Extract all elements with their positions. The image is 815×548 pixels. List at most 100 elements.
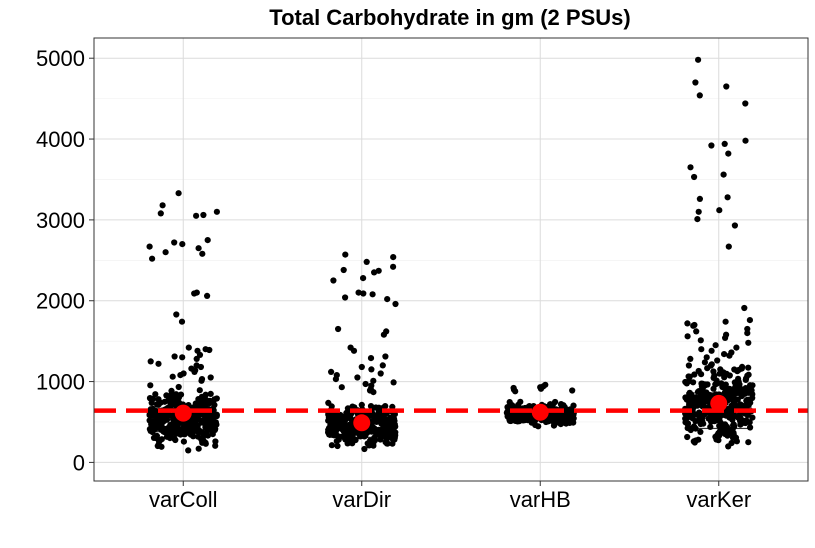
outlier-point-varDir <box>358 363 365 371</box>
data-point-varDir <box>332 419 339 426</box>
outlier-point-varColl <box>149 255 156 262</box>
y-tick-label: 4000 <box>36 127 85 152</box>
data-point-varKer <box>682 415 689 422</box>
outlier-point-varHB <box>569 387 576 394</box>
data-point-varColl <box>185 447 192 454</box>
data-point-varColl <box>210 419 217 426</box>
outlier-point-varKer <box>684 320 691 327</box>
data-point-varKer <box>712 381 719 388</box>
data-point-varKer <box>745 439 752 446</box>
data-point-varColl <box>170 399 177 407</box>
data-point-varDir <box>332 412 339 419</box>
outlier-point-varColl <box>200 211 207 219</box>
outlier-point-varKer <box>695 56 702 63</box>
data-point-varKer <box>744 411 751 419</box>
outlier-point-varColl <box>207 374 214 381</box>
outlier-point-varKer <box>733 344 740 351</box>
outlier-point-varColl <box>179 354 186 361</box>
data-point-varKer <box>729 412 736 419</box>
data-point-varKer <box>728 408 735 415</box>
data-point-varColl <box>177 431 184 438</box>
data-point-varColl <box>150 434 158 441</box>
outlier-point-varColl <box>193 212 200 219</box>
data-point-varColl <box>152 391 159 398</box>
data-point-varColl <box>185 424 192 431</box>
outlier-point-varKer <box>746 317 754 324</box>
outlier-point-varKer <box>708 347 715 354</box>
outlier-point-varDir <box>360 290 367 297</box>
outlier-point-varKer <box>687 355 694 362</box>
data-point-varColl <box>202 401 209 408</box>
data-point-varDir <box>378 420 385 427</box>
outlier-point-varDir <box>338 384 345 391</box>
data-point-varKer <box>686 400 694 407</box>
data-point-varDir <box>326 424 333 431</box>
outlier-point-varKer <box>697 337 704 344</box>
data-point-varKer <box>730 429 737 436</box>
outlier-point-varKer <box>694 216 701 223</box>
data-point-varColl <box>146 395 154 402</box>
data-point-varHB <box>550 422 558 429</box>
outlier-point-varDir <box>362 380 369 388</box>
y-tick-label: 0 <box>73 450 85 475</box>
plot-border <box>93 37 809 482</box>
data-point-varColl <box>206 414 213 421</box>
outlier-point-varColl <box>171 353 178 360</box>
outlier-point-varKer <box>723 83 730 90</box>
outlier-point-varDir <box>330 277 337 284</box>
data-point-varDir <box>384 423 391 430</box>
data-point-varKer <box>708 417 716 424</box>
data-point-varColl <box>194 424 201 431</box>
mean-marker-varHB <box>531 403 549 421</box>
outlier-point-varDir <box>342 294 349 301</box>
data-point-varKer <box>707 423 714 430</box>
outlier-point-varKer <box>745 339 752 346</box>
data-point-varKer <box>721 374 728 381</box>
outlier-point-varKer <box>696 92 703 99</box>
data-point-varKer <box>690 411 697 419</box>
outlier-point-varDir <box>355 289 362 296</box>
outlier-point-varKer <box>725 150 732 157</box>
outlier-point-varColl <box>206 346 213 354</box>
data-point-varKer <box>697 428 704 435</box>
data-point-varKer <box>738 365 745 372</box>
data-point-varDir <box>344 440 351 447</box>
outlier-point-varKer <box>721 351 728 358</box>
data-point-varColl <box>212 442 219 449</box>
outlier-point-varDir <box>369 291 376 298</box>
outlier-point-varDir <box>370 377 377 384</box>
outlier-point-varDir <box>342 251 349 258</box>
outlier-point-varDir <box>390 254 397 261</box>
data-point-varKer <box>685 362 693 369</box>
data-point-varKer <box>722 421 729 428</box>
outlier-point-varColl <box>185 344 192 351</box>
data-point-varKer <box>730 398 737 405</box>
data-point-varColl <box>196 399 203 406</box>
y-tick-label: 5000 <box>36 46 85 71</box>
gridlines <box>94 38 808 481</box>
data-point-varKer <box>699 418 706 425</box>
data-point-varColl <box>195 445 202 452</box>
data-point-varHB <box>558 413 565 420</box>
outlier-point-varColl <box>197 363 204 371</box>
data-point-varKer <box>684 433 691 441</box>
data-point-varDir <box>370 440 377 447</box>
data-point-varKer <box>747 424 754 431</box>
y-tick-label: 1000 <box>36 370 85 395</box>
data-point-varKer <box>731 423 738 430</box>
outlier-point-varDir <box>390 263 397 270</box>
data-point-varKer <box>740 417 747 425</box>
outlier-point-varKer <box>696 195 704 202</box>
outlier-point-varKer <box>687 164 694 171</box>
y-tick-label: 3000 <box>36 208 85 233</box>
data-point-varColl <box>163 392 170 399</box>
data-point-varDir <box>377 436 384 443</box>
data-point-varKer <box>693 395 700 402</box>
outlier-point-varDir <box>350 347 358 354</box>
data-point-varColl <box>206 397 214 404</box>
data-point-varKer <box>746 419 753 426</box>
data-point-varDir <box>384 440 391 447</box>
data-point-varKer <box>734 387 742 394</box>
data-point-varKer <box>732 434 740 441</box>
